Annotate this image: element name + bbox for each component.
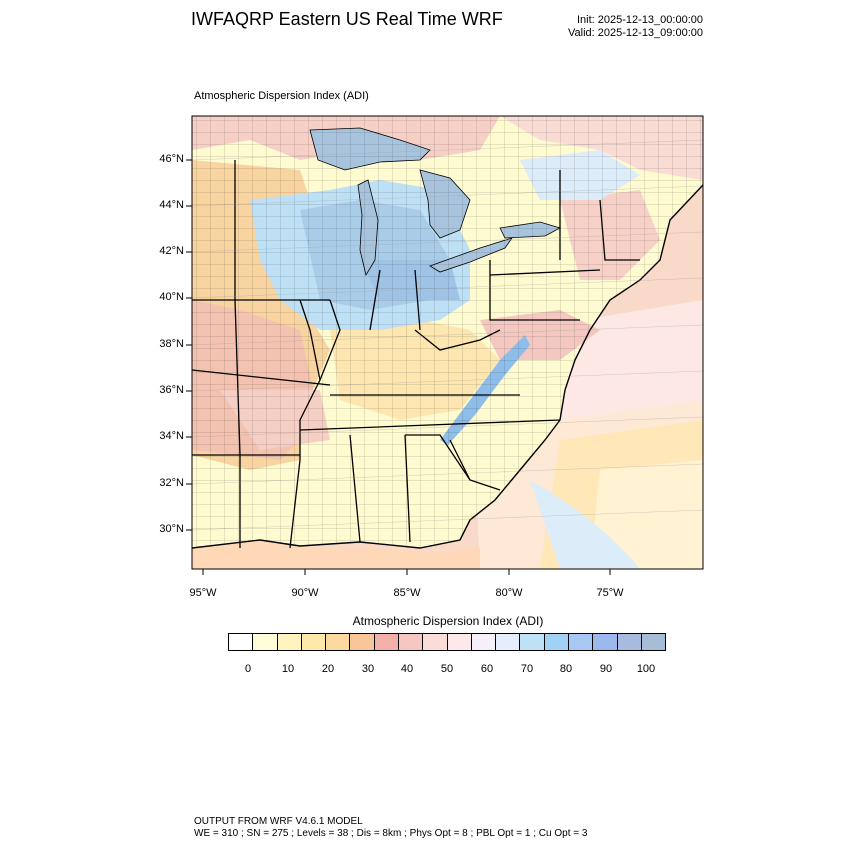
legend-swatch bbox=[326, 634, 351, 650]
lat-label: 36°N bbox=[159, 384, 184, 396]
map-subtitle: Atmospheric Dispersion Index (ADI) bbox=[194, 90, 369, 102]
lat-label: 42°N bbox=[159, 245, 184, 257]
lat-label: 32°N bbox=[159, 477, 184, 489]
lat-label: 44°N bbox=[159, 199, 184, 211]
valid-time: Valid: 2025-12-13_09:00:00 bbox=[568, 27, 703, 39]
timestamp-block: Init: 2025-12-13_00:00:00 Valid: 2025-12… bbox=[540, 14, 703, 40]
legend-title: Atmospheric Dispersion Index (ADI) bbox=[352, 614, 544, 628]
legend-tick-label: 20 bbox=[321, 663, 335, 675]
legend-swatch bbox=[423, 634, 448, 650]
lat-label: 38°N bbox=[159, 338, 184, 350]
map-frame bbox=[191, 115, 704, 570]
legend-swatch bbox=[544, 634, 569, 650]
legend-swatch bbox=[471, 634, 497, 650]
legend-swatch bbox=[641, 634, 666, 650]
lon-label: 75°W bbox=[596, 587, 624, 599]
color-legend-bar bbox=[228, 633, 666, 651]
state-borders bbox=[192, 160, 640, 549]
legend-swatch bbox=[229, 634, 254, 650]
legend-tick-label: 70 bbox=[520, 663, 534, 675]
legend-swatch bbox=[520, 634, 545, 650]
map-field bbox=[192, 116, 703, 569]
legend-swatch bbox=[350, 634, 375, 650]
legend-tick-label: 30 bbox=[361, 663, 375, 675]
legend-tick-label: 40 bbox=[400, 663, 414, 675]
legend-tick-label: 0 bbox=[244, 663, 252, 675]
lat-label: 40°N bbox=[159, 291, 184, 303]
lat-label: 34°N bbox=[159, 430, 184, 442]
legend-swatch bbox=[593, 634, 618, 650]
lat-label: 46°N bbox=[159, 153, 184, 165]
legend-swatch bbox=[253, 634, 278, 650]
model-footer: OUTPUT FROM WRF V4.6.1 MODEL WE = 310 ; … bbox=[194, 816, 587, 840]
lon-label: 90°W bbox=[291, 587, 319, 599]
footer-line-1: OUTPUT FROM WRF V4.6.1 MODEL bbox=[194, 816, 363, 827]
legend-swatch bbox=[496, 634, 521, 650]
page-title: IWFAQRP Eastern US Real Time WRF bbox=[191, 9, 503, 29]
lon-label: 80°W bbox=[495, 587, 523, 599]
legend-tick-label: 60 bbox=[480, 663, 494, 675]
legend-swatch bbox=[568, 634, 594, 650]
legend-tick-label: 10 bbox=[281, 663, 295, 675]
legend-swatch bbox=[374, 634, 399, 650]
legend-tick-label: 90 bbox=[599, 663, 613, 675]
legend-swatch bbox=[398, 634, 424, 650]
footer-line-2: WE = 310 ; SN = 275 ; Levels = 38 ; Dis … bbox=[194, 828, 588, 839]
coastline bbox=[192, 184, 703, 549]
legend-swatch bbox=[277, 634, 302, 650]
init-time: Init: 2025-12-13_00:00:00 bbox=[577, 14, 703, 26]
lon-label: 85°W bbox=[393, 587, 421, 599]
lon-label: 95°W bbox=[189, 587, 217, 599]
legend-tick-label: 50 bbox=[440, 663, 454, 675]
lat-label: 30°N bbox=[159, 523, 184, 535]
legend-swatch bbox=[617, 634, 642, 650]
legend-swatch bbox=[447, 634, 472, 650]
legend-tick-label: 100 bbox=[636, 663, 656, 675]
legend-tick-label: 80 bbox=[559, 663, 573, 675]
legend-swatch bbox=[301, 634, 327, 650]
